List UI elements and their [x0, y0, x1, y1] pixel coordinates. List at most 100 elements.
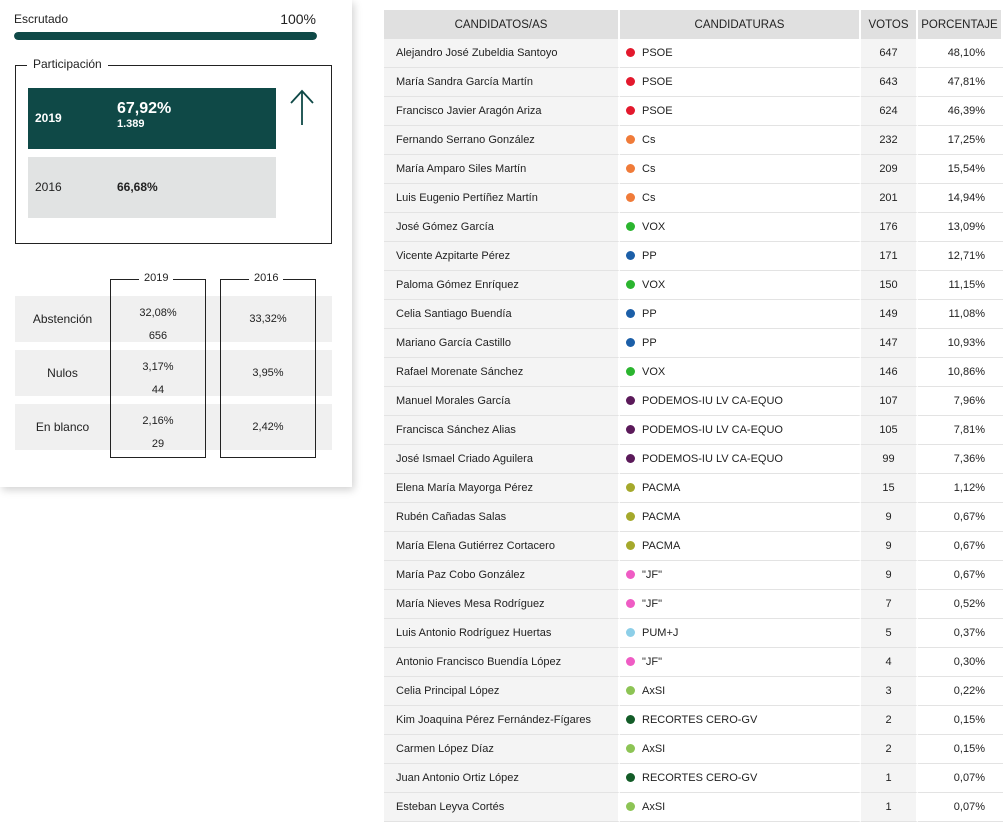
party-cell: "JF": [620, 561, 861, 590]
year-2019: 2019: [35, 111, 62, 125]
column-box-2019: [110, 279, 206, 458]
votes-cell: 171: [861, 242, 918, 271]
votes-cell: 4: [861, 648, 918, 677]
party-name: RECORTES CERO-GV: [642, 772, 758, 784]
table-row: María Amparo Siles Martín Cs 209 15,54%: [384, 155, 1003, 184]
votes-cell: 2: [861, 706, 918, 735]
party-name: Cs: [642, 163, 656, 175]
candidate-name: Francisca Sánchez Alias: [384, 416, 620, 445]
party-name: PP: [642, 337, 657, 349]
candidate-name: María Nieves Mesa Rodríguez: [384, 590, 620, 619]
votes-cell: 647: [861, 39, 918, 68]
party-cell: VOX: [620, 271, 861, 300]
participation-votes-2019: 1.389: [117, 118, 145, 130]
votes-cell: 9: [861, 532, 918, 561]
table-row: Celia Santiago Buendía PP 149 11,08%: [384, 300, 1003, 329]
participation-pct-2016: 66,68%: [117, 180, 158, 194]
votes-cell: 9: [861, 561, 918, 590]
party-cell: PP: [620, 242, 861, 271]
percentage-cell: 14,94%: [918, 184, 1003, 213]
party-color-dot: [626, 715, 635, 724]
party-color-dot: [626, 77, 635, 86]
column-box-2016: [220, 279, 316, 458]
candidate-name: José Gómez García: [384, 213, 620, 242]
party-color-dot: [626, 106, 635, 115]
table-row: Francisca Sánchez Alias PODEMOS-IU LV CA-…: [384, 416, 1003, 445]
party-color-dot: [626, 164, 635, 173]
table-row: Mariano García Castillo PP 147 10,93%: [384, 329, 1003, 358]
year-2016: 2016: [35, 180, 62, 194]
candidate-name: Celia Principal López: [384, 677, 620, 706]
votes-cell: 99: [861, 445, 918, 474]
candidate-name: Rubén Cañadas Salas: [384, 503, 620, 532]
percentage-cell: 7,81%: [918, 416, 1003, 445]
percentage-cell: 12,71%: [918, 242, 1003, 271]
participation-row-2016: 2016 66,68%: [28, 157, 276, 218]
party-name: AxSI: [642, 685, 666, 697]
candidate-name: Elena María Mayorga Pérez: [384, 474, 620, 503]
candidate-name: Luis Eugenio Pertíñez Martín: [384, 184, 620, 213]
party-name: PP: [642, 308, 657, 320]
candidate-name: Esteban Leyva Cortés: [384, 793, 620, 822]
stat-2019-cell: 3,17% 44: [110, 356, 206, 402]
percentage-cell: 0,07%: [918, 764, 1003, 793]
stat-2019-cell: 2,16% 29: [110, 410, 206, 456]
header-candidatos: CANDIDATOS/AS: [384, 10, 620, 39]
party-cell: PP: [620, 300, 861, 329]
candidate-name: Rafael Morenate Sánchez: [384, 358, 620, 387]
party-cell: PODEMOS-IU LV CA-EQUO: [620, 387, 861, 416]
candidate-name: Vicente Azpitarte Pérez: [384, 242, 620, 271]
party-color-dot: [626, 251, 635, 260]
stat-pct-2016: 3,95%: [252, 367, 284, 379]
party-name: "JF": [642, 656, 663, 668]
party-color-dot: [626, 135, 635, 144]
party-color-dot: [626, 628, 635, 637]
percentage-cell: 0,67%: [918, 561, 1003, 590]
votes-cell: 201: [861, 184, 918, 213]
votes-cell: 5: [861, 619, 918, 648]
votes-cell: 232: [861, 126, 918, 155]
party-cell: Cs: [620, 184, 861, 213]
table-row: Esteban Leyva Cortés AxSI 1 0,07%: [384, 793, 1003, 822]
percentage-cell: 0,15%: [918, 735, 1003, 764]
table-row: María Sandra García Martín PSOE 643 47,81%: [384, 68, 1003, 97]
candidates-table: CANDIDATOS/AS CANDIDATURAS VOTOS PORCENT…: [384, 10, 1003, 822]
party-color-dot: [626, 222, 635, 231]
votes-cell: 643: [861, 68, 918, 97]
percentage-cell: 0,37%: [918, 619, 1003, 648]
party-color-dot: [626, 512, 635, 521]
votes-cell: 9: [861, 503, 918, 532]
candidate-name: Carmen López Díaz: [384, 735, 620, 764]
table-body: Alejandro José Zubeldia Santoyo PSOE 647 48…: [384, 39, 1003, 822]
participation-card: Escrutado 100% Participación 2019 67,92%…: [0, 0, 352, 487]
party-color-dot: [626, 454, 635, 463]
percentage-cell: 0,52%: [918, 590, 1003, 619]
table-row: Juan Antonio Ortiz López RECORTES CERO-GV…: [384, 764, 1003, 793]
party-color-dot: [626, 193, 635, 202]
escrutado-progress-bar: [14, 32, 317, 40]
party-color-dot: [626, 425, 635, 434]
candidate-name: Manuel Morales García: [384, 387, 620, 416]
votes-cell: 176: [861, 213, 918, 242]
votes-cell: 150: [861, 271, 918, 300]
party-name: PODEMOS-IU LV CA-EQUO: [642, 395, 783, 407]
percentage-cell: 48,10%: [918, 39, 1003, 68]
party-name: PUM+J: [642, 627, 679, 639]
stat-num-2019: 44: [151, 384, 165, 396]
party-cell: PODEMOS-IU LV CA-EQUO: [620, 445, 861, 474]
party-cell: RECORTES CERO-GV: [620, 706, 861, 735]
party-color-dot: [626, 280, 635, 289]
party-cell: RECORTES CERO-GV: [620, 764, 861, 793]
percentage-cell: 47,81%: [918, 68, 1003, 97]
party-name: PODEMOS-IU LV CA-EQUO: [642, 453, 783, 465]
party-cell: AxSI: [620, 677, 861, 706]
candidate-name: María Elena Gutiérrez Cortacero: [384, 532, 620, 561]
stat-row-en-blanco: En blanco 2,16% 29 2,42%: [15, 404, 332, 450]
party-color-dot: [626, 570, 635, 579]
candidate-name: Mariano García Castillo: [384, 329, 620, 358]
candidate-name: Luis Antonio Rodríguez Huertas: [384, 619, 620, 648]
table-row: Antonio Francisco Buendía López "JF" 4 0,30…: [384, 648, 1003, 677]
table-row: José Gómez García VOX 176 13,09%: [384, 213, 1003, 242]
candidate-name: Francisco Javier Aragón Ariza: [384, 97, 620, 126]
table-row: Rubén Cañadas Salas PACMA 9 0,67%: [384, 503, 1003, 532]
